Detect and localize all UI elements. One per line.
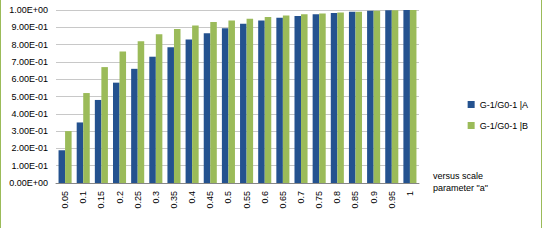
svg-text:0.35: 0.35 [169, 191, 179, 209]
svg-text:1.00E+00: 1.00E+00 [9, 5, 48, 15]
svg-text:4.00E-01: 4.00E-01 [11, 109, 48, 119]
svg-text:0.6: 0.6 [260, 191, 270, 204]
svg-text:7.00E-01: 7.00E-01 [11, 57, 48, 67]
svg-text:3.00E-01: 3.00E-01 [11, 126, 48, 136]
svg-text:0.25: 0.25 [133, 191, 143, 209]
svg-text:0.3: 0.3 [151, 191, 161, 204]
svg-text:1: 1 [405, 191, 415, 196]
svg-text:0.75: 0.75 [314, 191, 324, 209]
svg-text:9.00E-01: 9.00E-01 [11, 22, 48, 32]
svg-text:0.8: 0.8 [332, 191, 342, 204]
svg-text:0.4: 0.4 [187, 191, 197, 204]
svg-text:0.15: 0.15 [96, 191, 106, 209]
svg-text:1.00E-01: 1.00E-01 [11, 161, 48, 171]
svg-text:0.55: 0.55 [242, 191, 252, 209]
svg-text:0.00E+00: 0.00E+00 [9, 178, 48, 188]
svg-text:0.45: 0.45 [205, 191, 215, 209]
svg-text:G-1/G0-1 |A: G-1/G0-1 |A [480, 100, 528, 110]
svg-text:0.5: 0.5 [223, 191, 233, 204]
svg-text:6.00E-01: 6.00E-01 [11, 74, 48, 84]
svg-text:0.95: 0.95 [387, 191, 397, 209]
svg-text:0.7: 0.7 [296, 191, 306, 204]
svg-text:5.00E-01: 5.00E-01 [11, 92, 48, 102]
svg-text:8.00E-01: 8.00E-01 [11, 40, 48, 50]
svg-text:0.05: 0.05 [60, 191, 70, 209]
svg-text:parameter "a": parameter "a" [433, 183, 488, 193]
svg-text:0.1: 0.1 [78, 191, 88, 204]
svg-text:2.00E-01: 2.00E-01 [11, 143, 48, 153]
svg-text:0.9: 0.9 [369, 191, 379, 204]
svg-text:0.65: 0.65 [278, 191, 288, 209]
svg-text:G-1/G0-1 |B: G-1/G0-1 |B [480, 121, 528, 131]
svg-text:0.2: 0.2 [115, 191, 125, 204]
svg-text:versus scale: versus scale [433, 171, 486, 181]
svg-text:0.85: 0.85 [350, 191, 360, 209]
